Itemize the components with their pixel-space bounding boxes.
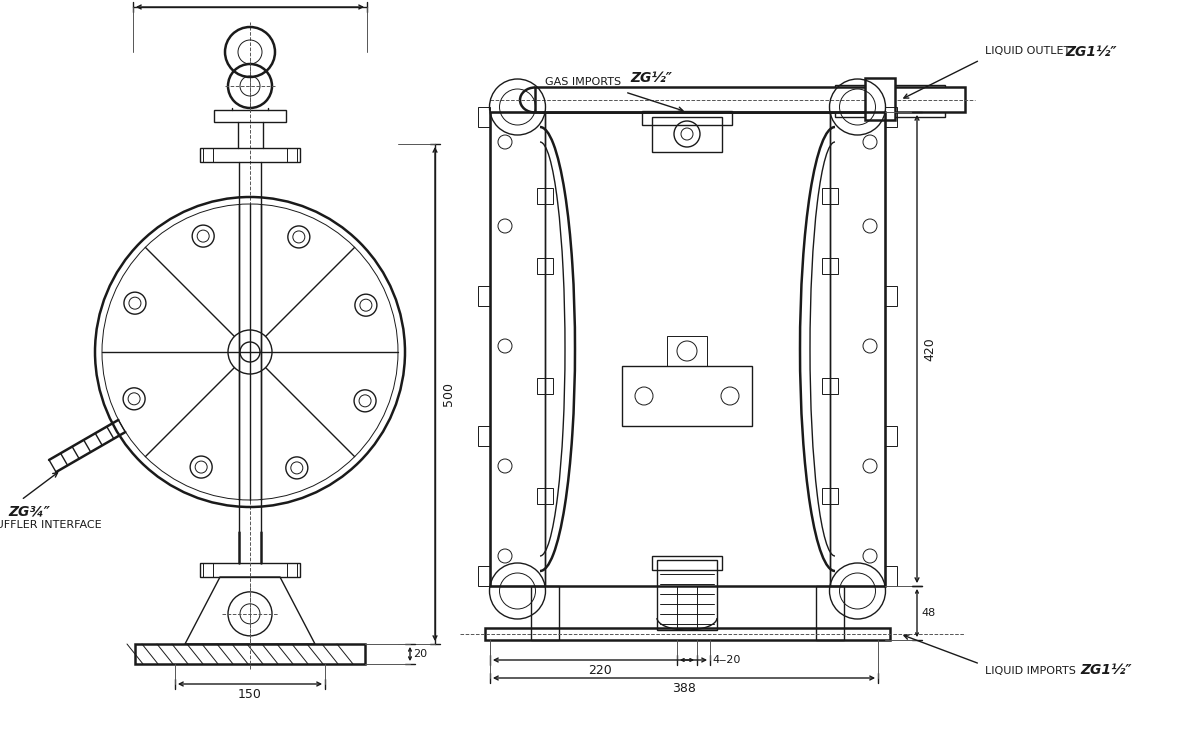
Text: 388: 388: [672, 682, 695, 695]
Bar: [537, 258, 553, 274]
Bar: [203, 148, 213, 162]
Bar: [135, 644, 365, 664]
Text: 420: 420: [923, 337, 936, 361]
Text: 500: 500: [442, 382, 455, 406]
Bar: [836, 85, 944, 117]
Bar: [478, 426, 490, 446]
Bar: [652, 556, 722, 570]
Bar: [822, 378, 838, 394]
Bar: [822, 488, 838, 504]
Bar: [885, 286, 897, 306]
Bar: [478, 566, 490, 586]
Bar: [822, 258, 838, 274]
Bar: [287, 563, 297, 577]
Text: 4‒20: 4‒20: [712, 655, 741, 665]
Text: 220: 220: [588, 664, 612, 677]
Text: LIQUID IMPORTS: LIQUID IMPORTS: [985, 666, 1076, 676]
Bar: [622, 366, 752, 426]
Bar: [885, 107, 897, 127]
Bar: [490, 112, 885, 586]
Text: 150: 150: [238, 688, 262, 701]
Bar: [865, 78, 895, 120]
Text: ZG¾″: ZG¾″: [8, 504, 50, 518]
Bar: [816, 586, 844, 640]
Bar: [537, 488, 553, 504]
Text: 48: 48: [920, 608, 935, 618]
Bar: [678, 586, 697, 630]
Bar: [200, 563, 300, 577]
Text: 20: 20: [413, 649, 427, 659]
Bar: [200, 148, 300, 162]
Text: ZG1½″: ZG1½″: [1080, 663, 1131, 677]
Bar: [652, 117, 722, 152]
Bar: [478, 286, 490, 306]
Bar: [885, 426, 897, 446]
Text: ZG½″: ZG½″: [630, 71, 672, 85]
Bar: [885, 566, 897, 586]
Text: 235: 235: [238, 0, 262, 2]
Text: GAS IMPORTS: GAS IMPORTS: [545, 77, 621, 87]
Bar: [537, 378, 553, 394]
Text: ZG1½″: ZG1½″: [1065, 45, 1117, 59]
Bar: [287, 148, 297, 162]
Bar: [203, 563, 213, 577]
Bar: [642, 111, 733, 125]
Bar: [478, 107, 490, 127]
Bar: [667, 336, 707, 366]
Bar: [822, 188, 838, 204]
Bar: [531, 586, 559, 640]
Bar: [490, 112, 545, 586]
Bar: [830, 112, 885, 586]
Text: MUFFLER INTERFACE: MUFFLER INTERFACE: [0, 520, 102, 530]
Bar: [214, 110, 286, 122]
Bar: [657, 560, 717, 630]
Bar: [485, 628, 891, 640]
Bar: [537, 188, 553, 204]
Bar: [540, 90, 836, 112]
Text: LIQUID OUTLET: LIQUID OUTLET: [985, 46, 1070, 56]
Bar: [535, 87, 965, 112]
